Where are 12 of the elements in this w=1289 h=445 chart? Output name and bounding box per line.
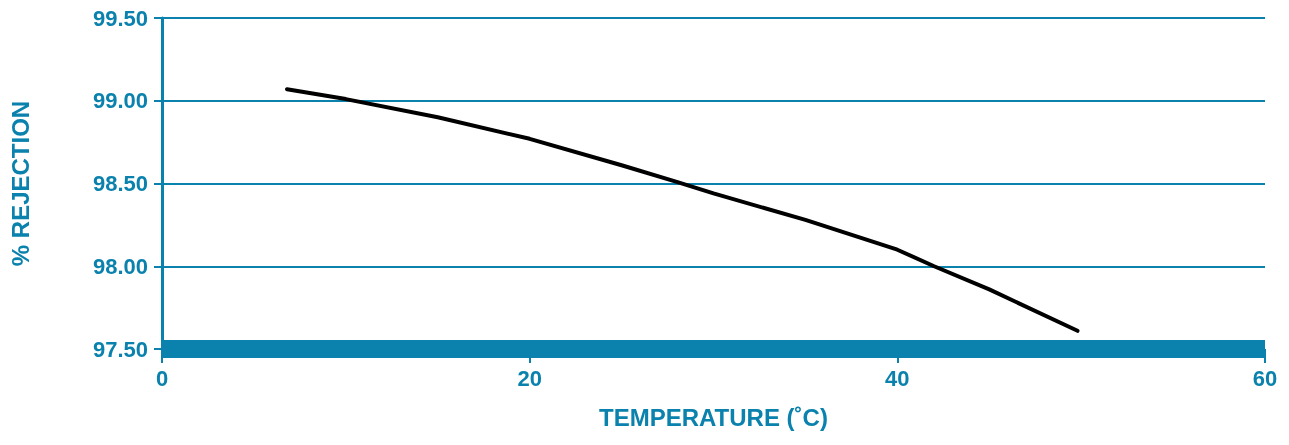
x-tick-label: 20 [517,365,542,391]
y-tick-label: 99.50 [92,5,148,31]
x-axis-title: TEMPERATURE (˚C) [599,403,828,431]
y-tick-label: 97.50 [92,336,148,362]
x-tick-label: 0 [155,365,169,391]
x-tick-label: 60 [1252,365,1278,391]
y-tick-label: 98.00 [92,253,148,279]
y-axis-title: % REJECTION [6,100,34,267]
x-tick-label: 40 [885,365,910,391]
line-series [285,87,1080,333]
y-tick-label: 99.00 [92,88,148,114]
y-tick-label: 98.50 [92,171,148,196]
